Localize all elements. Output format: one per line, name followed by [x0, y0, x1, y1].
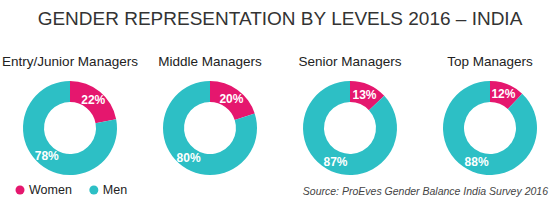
- slice: [443, 81, 537, 175]
- source-note: Source: ProEves Gender Balance India Sur…: [303, 185, 548, 197]
- data-labels: 22% 78%: [35, 93, 106, 163]
- donut-chart: 20% 80%: [163, 81, 257, 175]
- data-label: 78%: [35, 149, 59, 163]
- slice: [23, 81, 117, 175]
- slices: [163, 81, 257, 175]
- slice: [210, 81, 255, 120]
- data-label: 13%: [352, 88, 376, 102]
- slice: [163, 81, 257, 175]
- legend-marker: [89, 186, 98, 195]
- data-label: 80%: [177, 151, 201, 165]
- chart-canvas: GENDER REPRESENTATION BY LEVELS 2016 – I…: [0, 0, 560, 212]
- slice: [303, 81, 397, 175]
- chart-title: Senior Managers: [299, 54, 402, 69]
- donut-chart: 12% 88%: [443, 81, 537, 175]
- legend-label: Men: [103, 183, 127, 197]
- data-label: 20%: [219, 92, 243, 106]
- data-label: 12%: [491, 87, 515, 101]
- donut-chart: 13% 87%: [303, 81, 397, 175]
- legend-label: Women: [29, 183, 72, 197]
- data-labels: 13% 87%: [323, 88, 376, 169]
- data-label: 22%: [81, 93, 105, 107]
- data-labels: 12% 88%: [465, 87, 516, 169]
- slices: [303, 81, 397, 175]
- slices: [443, 81, 537, 175]
- data-labels: 20% 80%: [177, 92, 244, 165]
- chart-title: Middle Managers: [158, 54, 262, 69]
- data-label: 87%: [323, 155, 347, 169]
- chart-title: Top Managers: [447, 54, 533, 69]
- chart-title: Entry/Junior Managers: [2, 54, 138, 69]
- slice: [70, 81, 116, 123]
- data-label: 88%: [465, 155, 489, 169]
- main-title: GENDER REPRESENTATION BY LEVELS 2016 – I…: [38, 8, 523, 29]
- slices: [23, 81, 117, 175]
- legend-marker: [16, 186, 25, 195]
- donut-chart: 22% 78%: [23, 81, 117, 175]
- legend: Women Men: [16, 183, 128, 197]
